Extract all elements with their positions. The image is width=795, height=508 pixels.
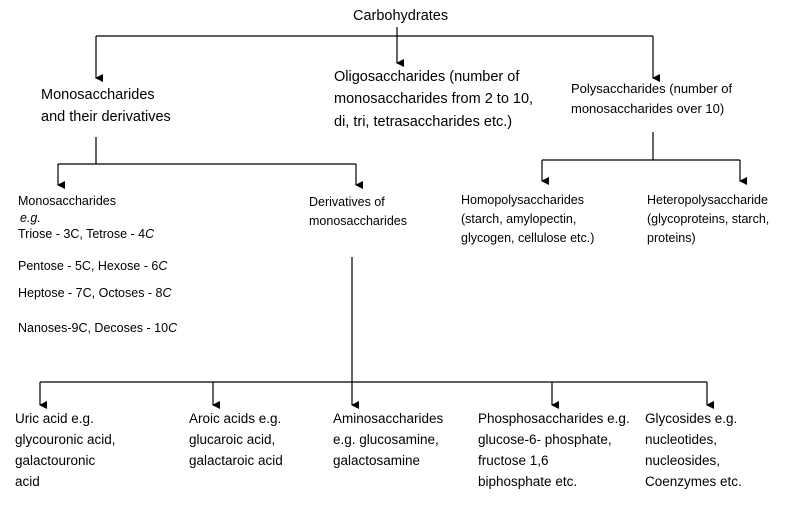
node-eg: e.g. — [20, 210, 41, 225]
node-line: e.g. glucosamine, — [333, 431, 439, 447]
node-polysaccharides: Polysaccharides (number of monosaccharid… — [571, 79, 732, 118]
node-line: Polysaccharides (number of — [571, 81, 733, 96]
node-line: glycouronic acid, — [15, 431, 116, 447]
node-heteropolysaccharide: Heteropolysaccharide (glycoproteins, sta… — [647, 191, 769, 247]
node-line: Heteropolysaccharide — [647, 193, 768, 207]
node-line: (starch, amylopectin, — [461, 211, 577, 226]
node-glycosides: Glycosides e.g. nucleotides, nucleosides… — [645, 409, 742, 493]
node-monosaccharides-and-derivatives: Monosaccharides and their derivatives — [41, 84, 171, 129]
node-line: glycogen, cellulose etc.) — [461, 230, 595, 245]
node-carbohydrates: Carbohydrates — [353, 6, 448, 28]
list-item: Triose - 3C, Tetrose - 4C — [18, 226, 155, 241]
node-line: (glycoproteins, starch, — [647, 211, 770, 226]
node-homopolysaccharides: Homopolysaccharides (starch, amylopectin… — [461, 191, 594, 247]
node-line: di, tri, tetrasaccharides etc.) — [334, 113, 513, 130]
node-line: Aroic acids e.g. — [189, 411, 282, 426]
node-aminosaccharides: Aminosaccharides e.g. glucosamine, galac… — [333, 409, 443, 472]
node-title: Monosaccharides — [18, 194, 116, 208]
node-line: and their derivatives — [41, 109, 171, 126]
node-monosaccharides-list: Monosaccharides e.g. Triose - 3C, Tetros… — [18, 192, 177, 338]
node-line: galactaroic acid — [189, 452, 283, 468]
node-line: acid — [15, 473, 40, 489]
node-line: proteins) — [647, 230, 696, 245]
node-line: galactosamine — [333, 452, 421, 468]
list-item: Heptose - 7C, Octoses - 8C — [18, 286, 172, 300]
node-line: Phosphosaccharides e.g. — [478, 411, 630, 426]
node-line: monosaccharides — [309, 213, 407, 228]
node-line: nucleosides, — [645, 452, 721, 468]
node-line: biphosphate etc. — [478, 473, 578, 489]
node-carbohydrates-label: Carbohydrates — [353, 8, 449, 24]
node-oligosaccharides: Oligosaccharides (number of monosacchari… — [334, 66, 533, 133]
node-line: Coenzymes etc. — [645, 473, 742, 489]
node-aroic-acids: Aroic acids e.g. glucaroic acid, galacta… — [189, 409, 283, 472]
node-line: Aminosaccharides — [333, 411, 444, 426]
node-uric-acid: Uric acid e.g. glycouronic acid, galacto… — [15, 409, 116, 493]
node-line: fructose 1,6 — [478, 452, 549, 468]
node-line: monosaccharides over 10) — [571, 100, 725, 116]
node-line: nucleotides, — [645, 431, 718, 447]
node-line: Glycosides e.g. — [645, 411, 738, 426]
node-line: Homopolysaccharides — [461, 193, 584, 207]
node-line: glucaroic acid, — [189, 431, 276, 447]
node-line: Uric acid e.g. — [15, 411, 94, 426]
node-phosphosaccharides: Phosphosaccharides e.g. glucose-6- phosp… — [478, 409, 630, 493]
node-line: galactouronic — [15, 452, 96, 468]
list-item: Pentose - 5C, Hexose - 6C — [18, 259, 168, 274]
node-line: glucose-6- phosphate, — [478, 431, 612, 447]
node-line: Derivatives of — [309, 195, 385, 209]
list-item: Nanoses-9C, Decoses - 10C — [18, 320, 178, 335]
node-line: monosaccharides from 2 to 10, — [334, 91, 534, 108]
node-line: Oligosaccharides (number of — [334, 69, 520, 85]
node-line: Monosaccharides — [41, 87, 155, 103]
node-derivatives: Derivatives of monosaccharides — [309, 193, 407, 231]
